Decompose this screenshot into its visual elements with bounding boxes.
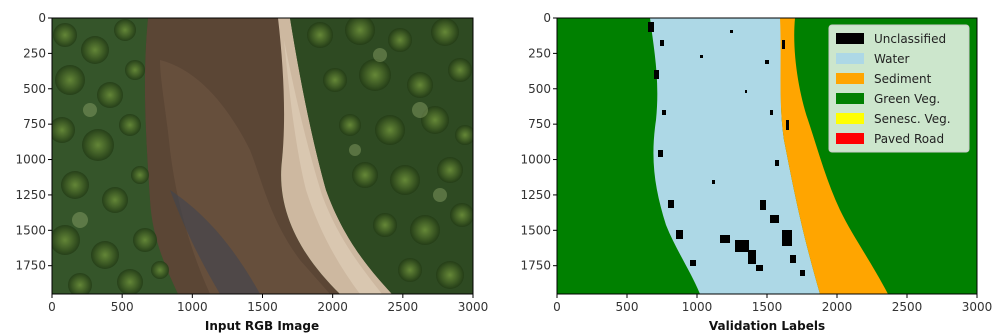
- y-tick-label: 500: [23, 82, 46, 96]
- x-tick-label: 2000: [822, 300, 853, 314]
- legend-label: Water: [874, 52, 910, 66]
- y-tick-label: 0: [543, 11, 551, 25]
- y-tick-label: 1000: [15, 153, 46, 167]
- rgb-image-panel: [51, 17, 474, 295]
- x-tick-label: 2500: [892, 300, 923, 314]
- legend-label: Sediment: [874, 72, 932, 86]
- y-tick-label: 500: [528, 82, 551, 96]
- legend-label: Green Veg.: [874, 92, 940, 106]
- x-tick-label: 1500: [752, 300, 783, 314]
- y-tick-label: 750: [23, 117, 46, 131]
- water-region: [650, 18, 820, 294]
- x-tick-label: 1000: [177, 300, 208, 314]
- y-tick-label: 1250: [520, 188, 551, 202]
- class-legend: Unclassified Water Sediment Green Veg. Senes…: [828, 24, 970, 153]
- validation-xlabel: Validation Labels: [709, 319, 825, 333]
- x-tick-label: 2000: [317, 300, 348, 314]
- legend-swatch: [836, 73, 864, 84]
- aerial-photo: [52, 18, 473, 294]
- x-tick-label: 1000: [682, 300, 713, 314]
- legend-label: Senesc. Veg.: [874, 112, 951, 126]
- x-tick-label: 3000: [458, 300, 489, 314]
- y-tick-label: 1500: [15, 223, 46, 237]
- legend-swatch: [836, 113, 864, 124]
- x-tick-label: 500: [616, 300, 639, 314]
- sediment-region: [780, 18, 888, 294]
- x-tick-label: 500: [111, 300, 134, 314]
- rgb-image-xlabel: Input RGB Image: [205, 319, 319, 333]
- y-tick-label: 0: [38, 11, 46, 25]
- y-tick-label: 1750: [520, 259, 551, 273]
- validation-y-axis: 0 250 500 750 1000 1250 1500 1750: [520, 11, 557, 273]
- x-tick-label: 0: [48, 300, 56, 314]
- x-tick-label: 3000: [962, 300, 993, 314]
- rgb-image-x-axis: 0 500 1000 1500 2000 2500 3000: [48, 294, 488, 314]
- x-tick-label: 2500: [388, 300, 419, 314]
- y-tick-label: 1000: [520, 153, 551, 167]
- legend-label: Paved Road: [874, 132, 944, 146]
- rgb-image-y-axis: 0 250 500 750 1000 1250 1500 1750: [15, 11, 52, 273]
- y-tick-label: 1250: [15, 188, 46, 202]
- x-tick-label: 0: [553, 300, 561, 314]
- y-tick-label: 750: [528, 117, 551, 131]
- y-tick-label: 250: [23, 46, 46, 60]
- legend-swatch: [836, 53, 864, 64]
- legend-label: Unclassified: [874, 32, 946, 46]
- y-tick-label: 1750: [15, 259, 46, 273]
- y-tick-label: 1500: [520, 223, 551, 237]
- x-tick-label: 1500: [247, 300, 278, 314]
- unclassified-speckles: [648, 22, 805, 276]
- legend-swatch: [836, 133, 864, 144]
- y-tick-label: 250: [528, 46, 551, 60]
- validation-x-axis: 0 500 1000 1500 2000 2500 3000: [553, 294, 992, 314]
- legend-swatch: [836, 33, 864, 44]
- legend-swatch: [836, 93, 864, 104]
